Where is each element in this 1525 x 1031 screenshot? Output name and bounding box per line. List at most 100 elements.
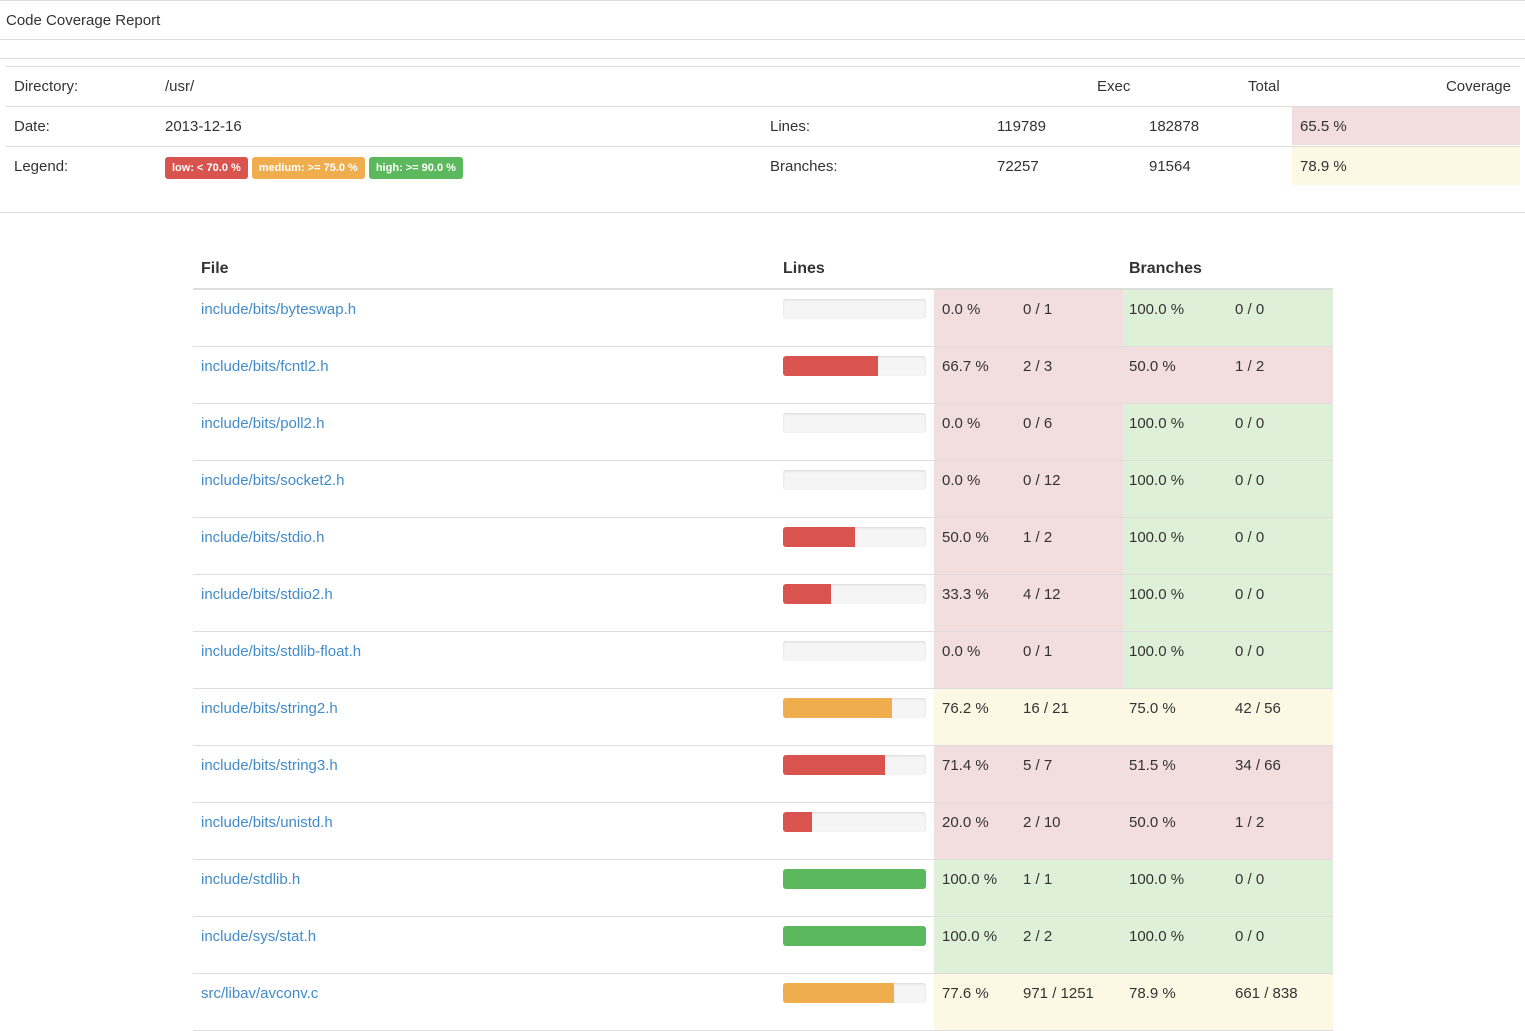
branch-coverage-count: 0 / 0 — [1235, 643, 1265, 660]
line-coverage-count: 16 / 21 — [1023, 700, 1069, 717]
line-coverage-percent: 76.2 % — [942, 700, 989, 717]
line-coverage-count: 0 / 6 — [1023, 415, 1053, 432]
line-coverage-cell: 77.6 % 971 / 1251 — [934, 974, 1123, 1030]
branch-coverage-percent: 50.0 % — [1129, 358, 1176, 375]
branch-coverage-count: 34 / 66 — [1235, 757, 1281, 774]
file-link[interactable]: include/bits/byteswap.h — [201, 301, 357, 318]
file-link[interactable]: include/bits/stdio.h — [201, 529, 325, 546]
line-coverage-count: 971 / 1251 — [1023, 985, 1094, 1002]
line-coverage-bar — [783, 584, 926, 604]
line-coverage-cell: 0.0 % 0 / 12 — [934, 461, 1123, 517]
top-navbar: Code Coverage Report — [0, 0, 1525, 40]
branch-coverage-cell: 78.9 % 661 / 838 — [1123, 974, 1333, 1030]
line-coverage-bar-fill — [783, 755, 886, 775]
branch-coverage-cell: 51.5 % 34 / 66 — [1123, 746, 1333, 802]
file-link[interactable]: include/stdlib.h — [201, 871, 301, 888]
line-coverage-count: 4 / 12 — [1023, 586, 1061, 603]
branch-coverage-cell: 100.0 % 0 / 0 — [1123, 404, 1333, 460]
branch-coverage-count: 1 / 2 — [1235, 814, 1265, 831]
total-header: Total — [1248, 78, 1280, 95]
line-coverage-cell: 0.0 % 0 / 1 — [934, 632, 1123, 688]
legend-badge-high: high: >= 90.0 % — [368, 157, 463, 179]
file-link[interactable]: include/bits/socket2.h — [201, 472, 345, 489]
branch-coverage-count: 0 / 0 — [1235, 415, 1265, 432]
table-row: include/bits/string3.h 71.4 % 5 / 7 51.5 % 3… — [193, 746, 1333, 803]
line-coverage-percent: 100.0 % — [942, 928, 998, 945]
legend: low: < 70.0 % medium: >= 75.0 % high: >=… — [165, 157, 463, 179]
branch-coverage-percent: 100.0 % — [1129, 643, 1185, 660]
table-row: include/bits/unistd.h 20.0 % 2 / 10 50.0 % 1… — [193, 803, 1333, 860]
table-row: include/stdlib.h 100.0 % 1 / 1 100.0 % 0 / 0 — [193, 860, 1333, 917]
file-link[interactable]: include/bits/stdio2.h — [201, 586, 333, 603]
branches-column-header: Branches — [1129, 260, 1202, 277]
directory-label: Directory: — [14, 78, 79, 95]
branch-coverage-percent: 100.0 % — [1129, 928, 1185, 945]
branch-coverage-count: 0 / 0 — [1235, 928, 1265, 945]
line-coverage-percent: 66.7 % — [942, 358, 989, 375]
branch-coverage-percent: 100.0 % — [1129, 301, 1185, 318]
branch-coverage-percent: 78.9 % — [1129, 985, 1176, 1002]
file-column-header: File — [201, 260, 229, 277]
branch-coverage-percent: 100.0 % — [1129, 586, 1185, 603]
line-coverage-bar — [783, 755, 926, 775]
date-value: 2013-12-16 — [165, 118, 242, 135]
line-coverage-count: 0 / 1 — [1023, 643, 1053, 660]
branch-coverage-count: 0 / 0 — [1235, 301, 1265, 318]
table-row: include/bits/byteswap.h 0.0 % 0 / 1 100.0 %… — [193, 290, 1333, 347]
line-coverage-bar — [783, 869, 926, 889]
branch-coverage-cell: 100.0 % 0 / 0 — [1123, 860, 1333, 916]
legend-label: Legend: — [14, 158, 69, 175]
line-coverage-count: 2 / 3 — [1023, 358, 1053, 375]
summary-row-branches: Legend: low: < 70.0 % medium: >= 75.0 % … — [6, 146, 1520, 186]
file-link[interactable]: include/bits/fcntl2.h — [201, 358, 329, 375]
file-table-header: File Lines Branches — [193, 248, 1333, 290]
line-coverage-bar — [783, 698, 926, 718]
line-coverage-bar — [783, 413, 926, 433]
file-link[interactable]: include/bits/unistd.h — [201, 814, 333, 831]
line-coverage-count: 2 / 10 — [1023, 814, 1061, 831]
branches-exec: 72257 — [997, 158, 1039, 175]
line-coverage-bar — [783, 356, 926, 376]
table-row: src/libav/avconv.c 77.6 % 971 / 1251 78.9 %… — [193, 974, 1333, 1031]
line-coverage-bar-fill — [783, 983, 894, 1003]
line-coverage-percent: 50.0 % — [942, 529, 989, 546]
file-link[interactable]: include/sys/stat.h — [201, 928, 317, 945]
line-coverage-percent: 0.0 % — [942, 415, 981, 432]
table-row: include/sys/stat.h 100.0 % 2 / 2 100.0 % 0 /… — [193, 917, 1333, 974]
line-coverage-percent: 0.0 % — [942, 472, 981, 489]
branch-coverage-cell: 50.0 % 1 / 2 — [1123, 347, 1333, 403]
line-coverage-count: 0 / 12 — [1023, 472, 1061, 489]
branch-coverage-cell: 100.0 % 0 / 0 — [1123, 575, 1333, 631]
file-link[interactable]: src/libav/avconv.c — [201, 985, 319, 1002]
file-link[interactable]: include/bits/stdlib-float.h — [201, 643, 362, 660]
line-coverage-percent: 0.0 % — [942, 643, 981, 660]
file-link[interactable]: include/bits/string2.h — [201, 700, 338, 717]
branch-coverage-percent: 50.0 % — [1129, 814, 1176, 831]
divider — [0, 212, 1525, 213]
table-row: include/bits/stdlib-float.h 0.0 % 0 / 1 100… — [193, 632, 1333, 689]
exec-header: Exec — [1097, 78, 1131, 95]
line-coverage-count: 5 / 7 — [1023, 757, 1053, 774]
line-coverage-percent: 33.3 % — [942, 586, 989, 603]
branch-coverage-percent: 100.0 % — [1129, 871, 1185, 888]
divider — [0, 58, 1525, 59]
line-coverage-bar — [783, 926, 926, 946]
line-coverage-bar — [783, 641, 926, 661]
file-link[interactable]: include/bits/string3.h — [201, 757, 338, 774]
line-coverage-bar-fill — [783, 698, 892, 718]
line-coverage-bar-fill — [783, 869, 926, 889]
branch-coverage-cell: 100.0 % 0 / 0 — [1123, 632, 1333, 688]
line-coverage-percent: 0.0 % — [942, 301, 981, 318]
line-coverage-bar-fill — [783, 812, 812, 832]
summary-row-lines: Date: 2013-12-16 Lines: 119789 182878 65… — [6, 106, 1520, 146]
branch-coverage-percent: 51.5 % — [1129, 757, 1176, 774]
branch-coverage-count: 661 / 838 — [1235, 985, 1298, 1002]
branch-coverage-cell: 100.0 % 0 / 0 — [1123, 290, 1333, 346]
line-coverage-percent: 20.0 % — [942, 814, 989, 831]
branch-coverage-count: 42 / 56 — [1235, 700, 1281, 717]
table-row: include/bits/stdio.h 50.0 % 1 / 2 100.0 % 0 … — [193, 518, 1333, 575]
line-coverage-bar — [783, 527, 926, 547]
file-link[interactable]: include/bits/poll2.h — [201, 415, 325, 432]
coverage-header: Coverage — [1445, 78, 1511, 95]
lines-column-header: Lines — [783, 260, 825, 277]
